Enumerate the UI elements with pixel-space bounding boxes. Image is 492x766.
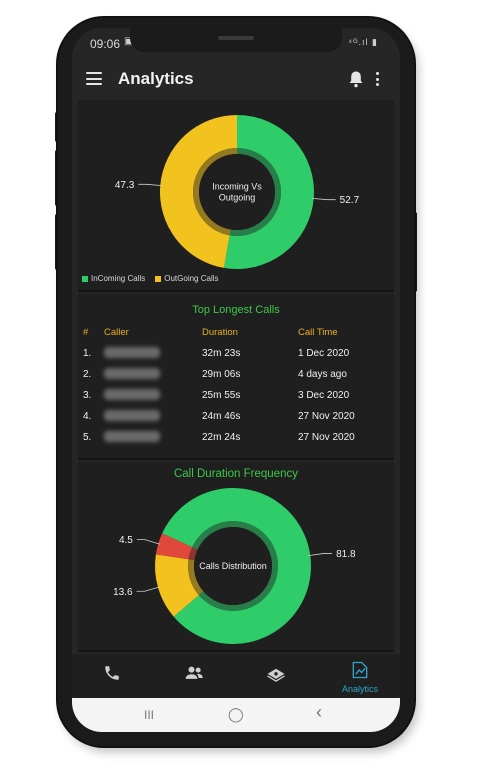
money-icon (267, 668, 285, 682)
nav-analytics-label: Analytics (341, 684, 378, 694)
contacts-icon (185, 666, 203, 679)
header-caller: Caller (104, 327, 129, 338)
bell-icon[interactable] (348, 70, 364, 88)
nav-calls[interactable] (82, 660, 142, 696)
value-label-leader-line (138, 183, 163, 187)
nav-contacts[interactable] (164, 660, 224, 696)
table-row[interactable]: 3. 25m 55s 3 Dec 2020 (83, 389, 350, 401)
status-bar: 09:06 ▣ ⋈ ⁴ᴳ.ıl ▮ (72, 28, 400, 58)
donut-value-label: 47.3 (115, 180, 135, 191)
value-label-leader-line (136, 539, 161, 545)
header-number: # (83, 327, 89, 338)
status-time: 09:06 (90, 37, 121, 51)
donut-value-label: 13.6 (113, 587, 133, 598)
power-button[interactable] (413, 212, 417, 292)
caller-name-blurred (104, 431, 160, 442)
caller-name-blurred (104, 347, 160, 358)
caller-name-blurred (104, 389, 160, 400)
signal-battery-icons: ⁴ᴳ.ıl ▮ (348, 37, 378, 47)
top-longest-calls-card: Top Longest Calls # Caller Duration Call… (78, 294, 394, 460)
chart-title: Call Duration Frequency (173, 468, 298, 480)
value-label-leader-line (311, 197, 336, 201)
table-row[interactable]: 2. 29m 06s 4 days ago (83, 368, 347, 380)
table-row[interactable]: 4. 24m 46s 27 Nov 2020 (83, 410, 355, 422)
donut-value-label: 81.8 (336, 549, 356, 560)
camera-notch (130, 28, 342, 52)
volume-down-button[interactable] (55, 150, 59, 206)
call-duration-frequency-card: Call Duration Frequency 81.8 13.6 4.5 Calls… (78, 462, 394, 652)
system-navigation-bar: III ◯ ‹ (72, 698, 400, 732)
home-button[interactable]: ◯ (228, 706, 244, 722)
table-row[interactable]: 1. 32m 23s 1 Dec 2020 (83, 347, 350, 359)
legend-item-outgoing[interactable]: OutGoing Calls (155, 274, 219, 283)
donut-segment[interactable] (223, 115, 315, 269)
donut-value-label: 4.5 (119, 535, 133, 546)
bixby-button[interactable] (55, 214, 59, 270)
header-call-time: Call Time (298, 327, 338, 338)
donut-value-label: 52.7 (340, 195, 360, 206)
incoming-outgoing-card: 52.7 47.3 Incoming Vs Outgoing InComing Cal… (78, 100, 394, 292)
more-options-icon[interactable] (374, 72, 380, 88)
donut-segment[interactable] (160, 115, 237, 268)
header-duration: Duration (202, 327, 238, 338)
caller-name-blurred (104, 410, 160, 421)
nav-costs[interactable] (246, 660, 306, 696)
app-bar: Analytics (72, 60, 400, 100)
donut-inner-ring (188, 547, 198, 561)
donut-segment[interactable] (162, 488, 311, 644)
chart-legend: InComing Calls OutGoing Calls (82, 274, 219, 283)
page-title: Analytics (118, 69, 194, 88)
menu-icon[interactable] (86, 72, 102, 85)
table-title: Top Longest Calls (192, 304, 280, 316)
donut-segment[interactable] (155, 533, 193, 560)
nav-analytics[interactable]: Analytics (330, 660, 390, 696)
donut-center (194, 527, 272, 605)
call-distribution-donut-chart: 81.8 13.6 4.5 Calls Distribution (113, 488, 356, 644)
donut-center-label: Calls Distribution (199, 561, 267, 571)
table-row[interactable]: 5. 22m 24s 27 Nov 2020 (83, 431, 355, 443)
phone-icon (105, 666, 119, 680)
donut-segment[interactable] (155, 554, 199, 617)
caller-name-blurred (104, 368, 160, 379)
donut-center (199, 154, 275, 230)
value-label-leader-line (308, 553, 333, 557)
back-button[interactable]: ‹ (316, 702, 322, 722)
donut-inner-ring (188, 559, 204, 596)
donut-center-label: Outgoing (219, 193, 256, 203)
bottom-navigation: Analytics (72, 654, 400, 698)
legend-item-incoming[interactable]: InComing Calls (82, 274, 145, 283)
donut-inner-ring (229, 148, 281, 236)
recents-button[interactable]: III (144, 708, 155, 722)
donut-inner-ring (193, 148, 237, 236)
phone-screen: 09:06 ▣ ⋈ ⁴ᴳ.ıl ▮ Analytics 52.7 47.3 Inco… (72, 28, 400, 732)
volume-up-button[interactable] (55, 112, 59, 142)
value-label-leader-line (136, 586, 161, 592)
analytics-icon (352, 661, 368, 679)
donut-center-label: Incoming Vs (212, 182, 262, 192)
